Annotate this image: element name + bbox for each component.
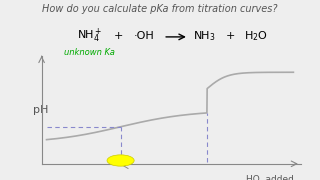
Text: How do you calculate pKa from titration curves?: How do you calculate pKa from titration … — [42, 4, 278, 15]
Y-axis label: pH: pH — [33, 105, 48, 115]
Text: +: + — [226, 31, 235, 41]
Text: NH$_4^+$: NH$_4^+$ — [77, 27, 102, 45]
Text: ·OH: ·OH — [134, 31, 154, 41]
Text: unknown Ka: unknown Ka — [64, 48, 115, 57]
Text: NH$_3$: NH$_3$ — [194, 29, 216, 43]
Circle shape — [107, 155, 134, 166]
Text: HO  added: HO added — [246, 175, 294, 180]
Text: +: + — [114, 31, 123, 41]
Text: H$_2$O: H$_2$O — [244, 29, 268, 43]
